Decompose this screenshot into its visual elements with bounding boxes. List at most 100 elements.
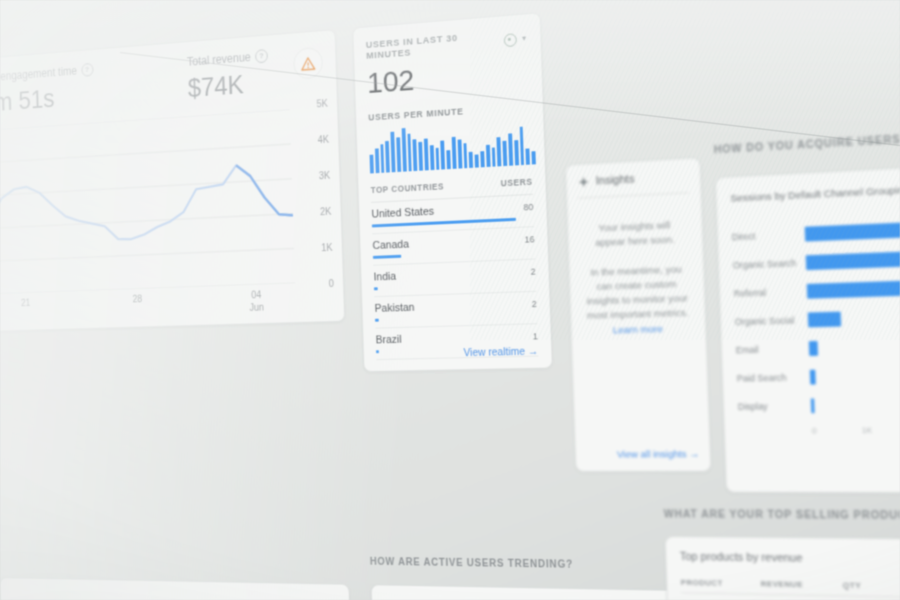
channel-axis-tick: 0: [811, 425, 817, 436]
channel-bar: [809, 369, 816, 385]
country-name: United States: [371, 205, 435, 221]
x-tick: 28: [132, 294, 143, 306]
info-icon[interactable]: ?: [255, 48, 269, 64]
engagement-time-label: Avg engagement time: [0, 64, 78, 84]
chevron-down-icon[interactable]: ▼: [520, 34, 528, 43]
channels-axis-labels: 01K2K3K: [812, 424, 900, 435]
channels-card-title: Sessions by Default Channel Grouping: [730, 183, 900, 205]
country-users: 16: [524, 234, 535, 245]
country-users: 2: [530, 266, 536, 277]
gridline: [0, 214, 293, 232]
country-users: 1: [532, 331, 538, 342]
products-column-header: QTY: [842, 580, 862, 591]
country-row: Pakistan 2: [374, 291, 538, 329]
minute-bar: [429, 144, 435, 171]
minute-bar: [380, 144, 385, 173]
minute-bar: [385, 141, 391, 173]
country-bar: [373, 287, 378, 291]
realtime-card: USERS IN LAST 30 MINUTES ▼ 102 USERS PER…: [352, 12, 553, 373]
country-row: India 2: [373, 259, 537, 298]
minute-bar: [496, 137, 502, 167]
minute-bar: [374, 147, 380, 174]
y-tick: 5K: [316, 98, 329, 111]
channel-axis-tick: 1K: [861, 425, 873, 436]
country-name: India: [373, 270, 397, 284]
channel-row: Display: [737, 388, 900, 420]
country-bar: [372, 254, 402, 259]
minute-bar: [513, 139, 519, 166]
learn-more-link[interactable]: Learn more: [612, 323, 664, 336]
view-realtime-link[interactable]: View realtime →: [463, 345, 539, 360]
y-tick: 2K: [319, 206, 332, 219]
products-card: Top products by revenue PRODUCT REVENUE QT…: [664, 536, 900, 600]
channel-label: Referral: [733, 286, 767, 299]
minute-bar: [412, 139, 418, 172]
minute-bar: [519, 126, 525, 166]
overview-card: Avg engagement time ? 0m 51s Total reven…: [0, 28, 346, 334]
insights-card: Insights Your insights will appear here …: [564, 157, 712, 472]
users-line-chart: [0, 109, 295, 296]
top-countries-label: TOP COUNTRIES: [370, 181, 445, 196]
trending-section-title: HOW ARE ACTIVE USERS TRENDING?: [369, 556, 574, 571]
minute-bar: [485, 144, 491, 168]
minute-bar: [435, 147, 440, 170]
minute-bar: [463, 142, 468, 169]
minute-bar: [390, 131, 396, 173]
channel-row: Paid Search: [736, 359, 900, 393]
info-icon[interactable]: ?: [80, 62, 94, 77]
channel-bar: [806, 278, 900, 299]
products-column-header: REVENUE: [760, 579, 804, 590]
country-bar: [374, 318, 379, 322]
channel-bar: [807, 311, 842, 327]
channels-bar-chart: Direct Organic Search Referral Organic Soci…: [731, 211, 900, 421]
minute-bar: [407, 133, 412, 172]
country-bar: [376, 350, 379, 354]
products-section-title: WHAT ARE YOUR TOP SELLING PRODUCTS?: [663, 509, 900, 523]
gridline: [0, 248, 294, 264]
gridline: [0, 144, 291, 166]
country-users: 2: [531, 298, 537, 310]
arrow-right-icon: →: [527, 345, 539, 358]
total-revenue-value: $74K: [187, 70, 245, 103]
engagement-time-value: 0m 51s: [0, 84, 55, 118]
y-axis-labels: 5K 4K 3K 2K 1K 0: [316, 99, 334, 290]
country-name: Canada: [372, 238, 410, 253]
minute-bar: [369, 154, 374, 174]
minute-bar: [480, 150, 485, 168]
minute-bar: [502, 140, 508, 167]
channel-label: Paid Search: [736, 371, 787, 384]
engagement-time-metric: Avg engagement time ? 0m 51s: [0, 62, 94, 118]
top-countries-list: United States 80 Canada 16 India 2 Pakistan 2 Br…: [371, 194, 539, 361]
x-tick: 04 Jun: [249, 290, 265, 314]
warning-icon: [301, 55, 316, 71]
users-column-label: USERS: [500, 176, 533, 189]
country-name: Brazil: [375, 333, 402, 347]
channel-label: Organic Search: [732, 257, 797, 271]
minute-bar: [457, 139, 462, 169]
realtime-status-icon: [503, 32, 518, 47]
minute-bar: [401, 128, 407, 172]
minute-bar: [525, 148, 531, 165]
minute-bar: [491, 147, 496, 167]
view-all-insights-link[interactable]: View all insights →: [616, 448, 700, 461]
minute-bar: [418, 142, 424, 171]
insights-body: Your insights will appear here soon.: [595, 220, 675, 250]
y-tick: 4K: [317, 134, 330, 147]
channel-bar: [804, 219, 900, 242]
y-tick: 0: [328, 279, 334, 290]
realtime-title: USERS IN LAST 30 MINUTES: [365, 32, 458, 62]
x-tick: 21: [20, 298, 31, 309]
channel-bar: [805, 248, 900, 270]
minute-bar: [451, 137, 457, 169]
total-revenue-metric: Total revenue ? $74K: [187, 48, 269, 104]
products-card-title: Top products by revenue: [679, 550, 803, 565]
minute-bar: [440, 140, 446, 170]
users-per-minute-chart: [369, 118, 536, 174]
insights-body2: In the meantime, you can create custom i…: [586, 263, 689, 336]
insights-icon: [578, 176, 589, 188]
y-tick: 3K: [318, 170, 331, 183]
channel-label: Direct: [731, 230, 756, 242]
